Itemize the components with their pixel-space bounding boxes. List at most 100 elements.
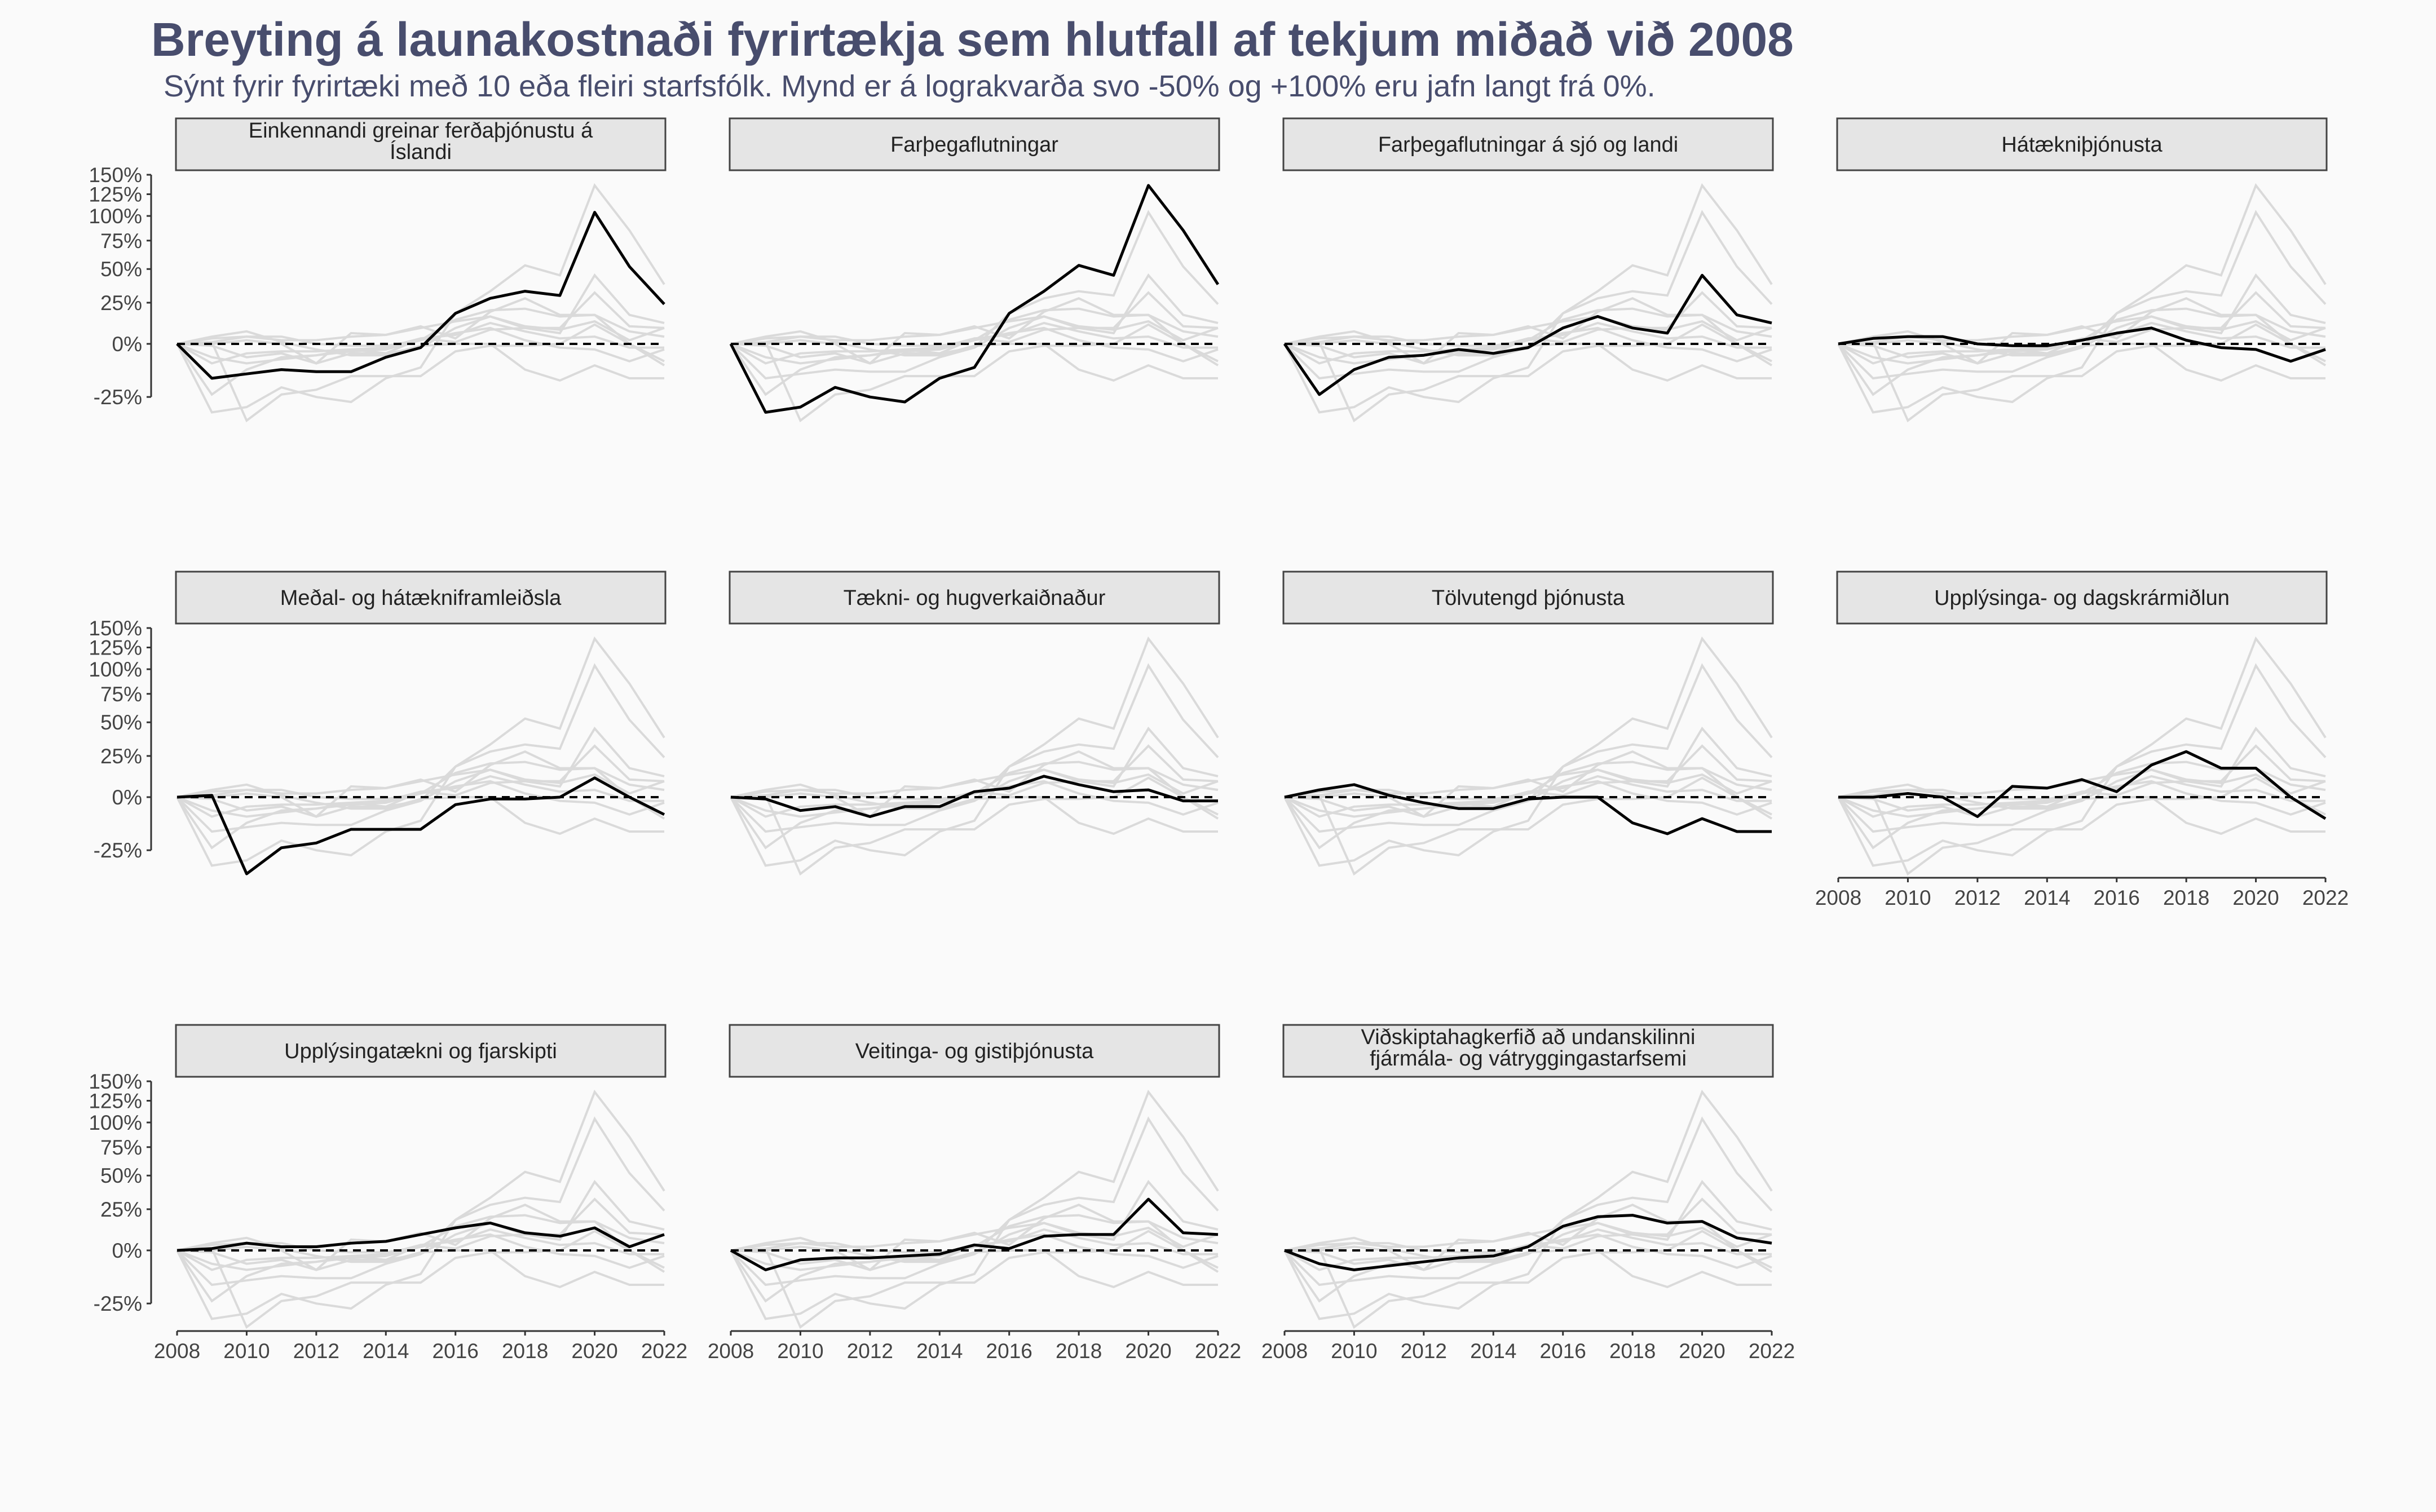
x-tick-label-10-4: 2016: [1540, 1339, 1586, 1363]
background-series-line-4-1: [176, 636, 665, 867]
highlight-series-line-7: [1838, 750, 2327, 820]
facet-strip-10: [1282, 1024, 1774, 1078]
background-series-line-9-8: [730, 1222, 1219, 1252]
background-series-line-3-9: [1838, 291, 2326, 365]
background-series-line-10-4: [1284, 1230, 1772, 1329]
y-tick-label-0-3: 50%: [100, 258, 142, 281]
highlight-series-line-1: [729, 184, 1220, 414]
facet-strip-3: [1836, 117, 2328, 171]
background-series-line-2-6: [1284, 330, 1772, 382]
y-tick-label-2-1: 0%: [112, 1239, 142, 1262]
x-tick-label-7-5: 2018: [2163, 886, 2209, 909]
y-tick-label-2-4: 75%: [100, 1136, 142, 1159]
facet-strip-label-10: Viðskiptahagkerfið að undanskilinni: [1361, 1025, 1696, 1049]
background-series-line-3-2: [1837, 273, 2326, 396]
chart-subtitle: Sýnt fyrir fyrirtæki með 10 eða fleiri s…: [164, 69, 1656, 103]
background-series-line-9-2: [730, 1179, 1219, 1303]
x-tick-label-7-6: 2020: [2232, 886, 2279, 909]
highlight-series-line-3: [1838, 326, 2326, 363]
facet-strip-8: [175, 1024, 667, 1078]
background-series-line-3-6: [1838, 330, 2325, 382]
y-tick-label-0-6: 125%: [89, 183, 142, 206]
x-tick-label-8-6: 2020: [571, 1339, 617, 1363]
background-series-line-2-9: [1284, 291, 1772, 365]
x-tick-label-8-4: 2016: [433, 1339, 479, 1363]
y-tick-label-1-4: 75%: [100, 683, 142, 706]
background-series-line-0-8: [176, 315, 665, 345]
background-series-line-6-10: [1284, 761, 1772, 818]
y-tick-label-2-6: 125%: [89, 1089, 142, 1112]
background-series-line-10-6: [1284, 1236, 1772, 1289]
x-tick-label-7-2: 2012: [1954, 886, 2001, 909]
y-tick-label-2-7: 150%: [89, 1070, 142, 1093]
background-series-line-8-1: [176, 1089, 665, 1320]
facet-strip-label-0: Einkennandi greinar ferðaþjónustu á: [249, 119, 593, 143]
background-series-line-9-4: [730, 1230, 1219, 1329]
facet-strip-6: [1282, 571, 1774, 625]
x-tick-label-9-4: 2016: [986, 1339, 1032, 1363]
x-tick-label-9-5: 2018: [1056, 1339, 1102, 1363]
background-series-line-1-6: [730, 330, 1218, 382]
x-tick-label-9-6: 2020: [1125, 1339, 1171, 1363]
background-series-line-10-8: [1284, 1222, 1772, 1252]
x-tick-label-10-5: 2018: [1609, 1339, 1656, 1363]
background-series-line-10-1: [1283, 1089, 1773, 1320]
facet-strip-4: [175, 571, 667, 625]
background-series-line-7-9: [1838, 744, 2326, 818]
background-series-line-4-8: [176, 768, 665, 798]
background-series-line-7-6: [1838, 783, 2325, 835]
facet-strip-label-0: Íslandi: [390, 140, 452, 164]
facet-strip-1: [729, 117, 1220, 171]
facet-strip-label-4: Meðal- og hátækniframleiðsla: [280, 586, 562, 610]
x-tick-label-7-7: 2022: [2302, 886, 2349, 909]
x-tick-label-8-5: 2018: [502, 1339, 548, 1363]
background-series-line-4-2: [176, 726, 665, 850]
background-series-line-7-8: [1838, 768, 2326, 798]
background-series-line-1-4: [730, 323, 1219, 423]
x-tick-label-8-2: 2012: [293, 1339, 339, 1363]
facet-strip-9: [729, 1024, 1220, 1078]
background-series-line-2-10: [1284, 307, 1772, 365]
background-series-line-7-2: [1837, 726, 2326, 850]
x-tick-label-8-0: 2008: [154, 1339, 200, 1363]
background-series-line-7-1: [1837, 636, 2327, 867]
highlight-series-line-5: [730, 775, 1218, 818]
background-series-line-8-9: [176, 1197, 665, 1271]
facet-strip-5: [729, 571, 1220, 625]
highlight-series-line-2: [1283, 273, 1772, 396]
x-tick-label-10-7: 2022: [1749, 1339, 1795, 1363]
background-series-line-10-9: [1284, 1197, 1772, 1271]
highlight-series-line-8: [176, 1221, 665, 1252]
x-tick-label-10-0: 2008: [1261, 1339, 1308, 1363]
x-tick-label-9-1: 2010: [777, 1339, 823, 1363]
x-tick-label-9-0: 2008: [708, 1339, 754, 1363]
x-tick-label-8-7: 2022: [641, 1339, 687, 1363]
background-series-line-0-1: [176, 183, 665, 414]
y-tick-label-0-7: 150%: [89, 163, 142, 187]
y-tick-label-1-6: 125%: [89, 636, 142, 659]
facet-strip-2: [1282, 117, 1774, 171]
background-series-line-2-1: [1283, 183, 1773, 414]
y-tick-label-0-5: 100%: [89, 205, 142, 228]
background-series-line-5-1: [730, 636, 1219, 867]
highlight-series-line-9: [730, 1197, 1219, 1271]
y-tick-label-0-2: 25%: [100, 291, 142, 315]
background-series-line-3-1: [1837, 183, 2327, 414]
background-series-line-5-2: [730, 726, 1219, 850]
x-tick-label-10-3: 2014: [1470, 1339, 1516, 1363]
y-tick-label-2-0: -25%: [94, 1292, 142, 1315]
background-series-line-8-10: [176, 1214, 665, 1271]
chart-title: Breyting á launakostnaði fyrirtækja sem …: [151, 13, 1794, 66]
facet-strip-label-3: Hátækniþjónusta: [2001, 133, 2163, 157]
background-series-line-4-10: [176, 761, 665, 818]
y-tick-label-2-3: 50%: [100, 1164, 142, 1187]
y-tick-label-1-5: 100%: [89, 658, 142, 681]
x-tick-label-10-6: 2020: [1679, 1339, 1725, 1363]
background-series-line-6-4: [1284, 776, 1772, 876]
x-tick-label-7-4: 2016: [2094, 886, 2140, 909]
y-tick-label-1-1: 0%: [112, 786, 142, 809]
highlight-series-line-10: [1284, 1214, 1772, 1271]
background-series-line-6-2: [1283, 726, 1772, 850]
y-tick-label-0-0: -25%: [94, 386, 142, 409]
background-series-line-0-4: [176, 323, 665, 423]
